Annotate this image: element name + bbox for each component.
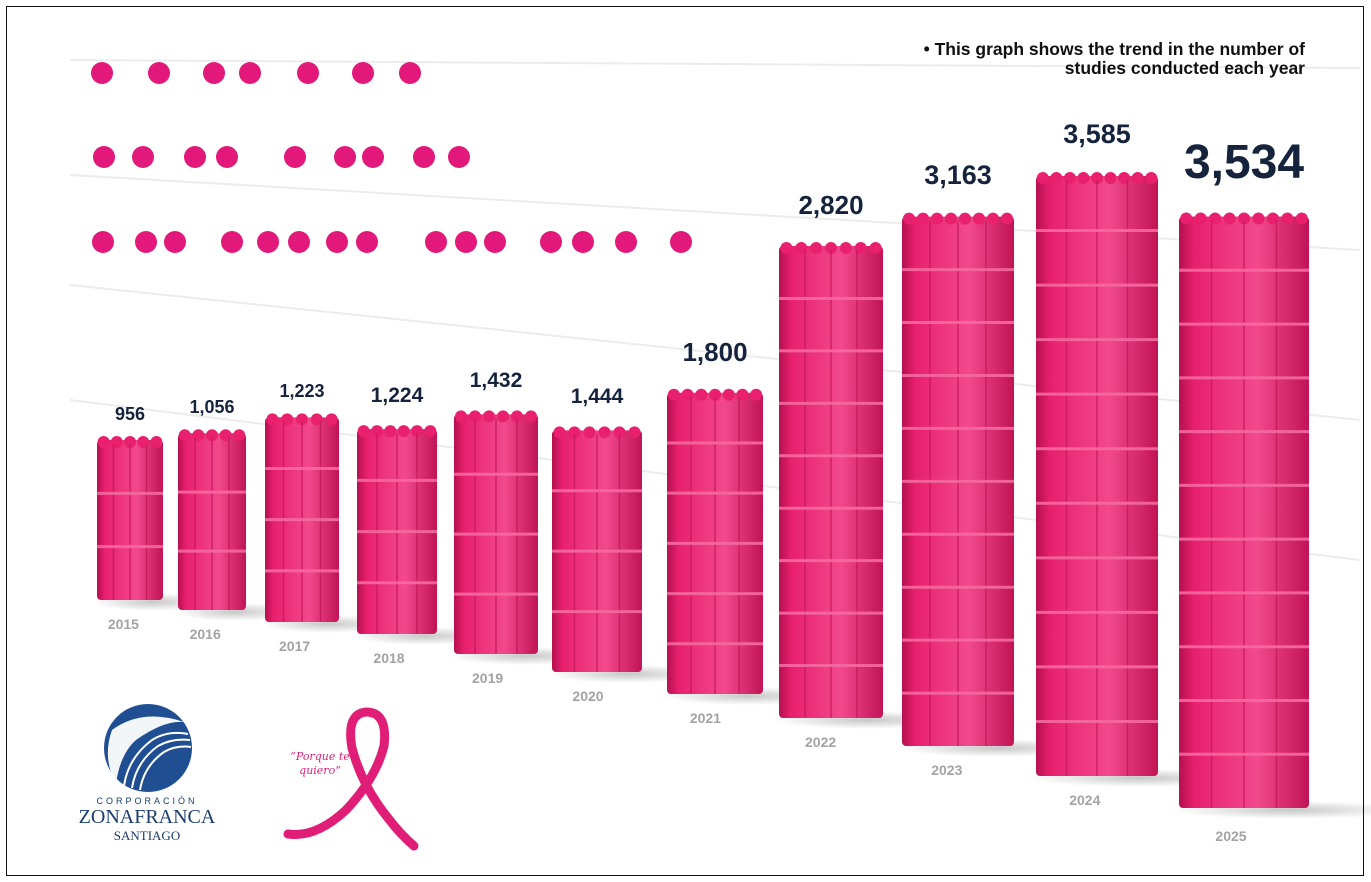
- value-label-2016: 1,056: [189, 397, 235, 418]
- decor-dot: [92, 231, 114, 253]
- year-label-2018: 2018: [373, 650, 405, 666]
- year-label-2022: 2022: [805, 734, 837, 750]
- value-label-2017: 1,223: [279, 381, 325, 402]
- value-label-2021: 1,800: [682, 336, 748, 367]
- pink-ribbon-icon: [283, 707, 419, 851]
- year-label-2016: 2016: [189, 626, 221, 642]
- decor-dot: [284, 146, 306, 168]
- decor-dot: [540, 231, 562, 253]
- decor-dot: [352, 62, 374, 84]
- zonafranca-emblem-icon: [104, 704, 192, 792]
- year-label-2015: 2015: [107, 616, 139, 632]
- decor-dot: [670, 231, 692, 253]
- bar-2022: [773, 242, 962, 729]
- decor-dot: [413, 146, 435, 168]
- logo-line-3: SANTIAGO: [113, 828, 181, 843]
- value-label-2018: 1,224: [370, 384, 424, 408]
- decor-dot: [399, 62, 421, 84]
- year-label-2024: 2024: [1069, 792, 1101, 808]
- logo-line-1: CORPORACIÓN: [96, 796, 198, 806]
- decor-dot: [326, 231, 348, 253]
- decor-dot: [257, 231, 279, 253]
- decor-dot: [288, 231, 310, 253]
- decor-dot: [91, 62, 113, 84]
- decor-dot: [216, 146, 238, 168]
- year-label-2023: 2023: [931, 762, 963, 778]
- bar-2023: [896, 212, 1098, 757]
- year-label-2017: 2017: [279, 638, 311, 654]
- bar-2025: [1172, 212, 1371, 819]
- decor-dot: [362, 146, 384, 168]
- slogan-text: “Porque te quiero”: [290, 750, 350, 777]
- value-label-2019: 1,432: [469, 369, 523, 393]
- decor-dot: [448, 146, 470, 168]
- decor-dot: [221, 231, 243, 253]
- year-label-2020: 2020: [572, 688, 604, 704]
- logo-line-2: ZONAFRANCA: [78, 806, 216, 828]
- decor-dot: [184, 146, 206, 168]
- value-label-2025: 3,534: [1183, 135, 1305, 189]
- decor-dot: [455, 231, 477, 253]
- value-label-2022: 2,820: [798, 190, 864, 221]
- decor-dot: [572, 231, 594, 253]
- year-label-2025: 2025: [1215, 828, 1247, 844]
- bar-2024: [1029, 172, 1250, 787]
- decor-dot: [484, 231, 506, 253]
- decor-dot: [148, 62, 170, 84]
- zonafranca-logo: CORPORACIÓN ZONAFRANCA SANTIAGO: [72, 700, 222, 850]
- decor-dot: [615, 231, 637, 253]
- year-label-2019: 2019: [472, 670, 504, 686]
- chart-note: • This graph shows the trend in the numb…: [923, 39, 1305, 78]
- value-label-2024: 3,585: [1063, 119, 1131, 149]
- value-label-2023: 3,163: [924, 159, 992, 190]
- decor-dot: [334, 146, 356, 168]
- porque-te-quiero-logo: “Porque te quiero”: [276, 706, 426, 856]
- decorative-dots: [91, 62, 692, 253]
- year-label-2021: 2021: [689, 710, 721, 726]
- decor-dot: [356, 231, 378, 253]
- value-label-2015: 956: [114, 404, 146, 424]
- decor-dot: [135, 231, 157, 253]
- decor-dot: [297, 62, 319, 84]
- bar-2016: [174, 429, 297, 621]
- value-label-2020: 1,444: [570, 385, 624, 409]
- decor-dot: [93, 146, 115, 168]
- decor-dot: [132, 146, 154, 168]
- decor-dot: [203, 62, 225, 84]
- decor-dot: [425, 231, 447, 253]
- decor-dot: [239, 62, 261, 84]
- decor-dot: [164, 231, 186, 253]
